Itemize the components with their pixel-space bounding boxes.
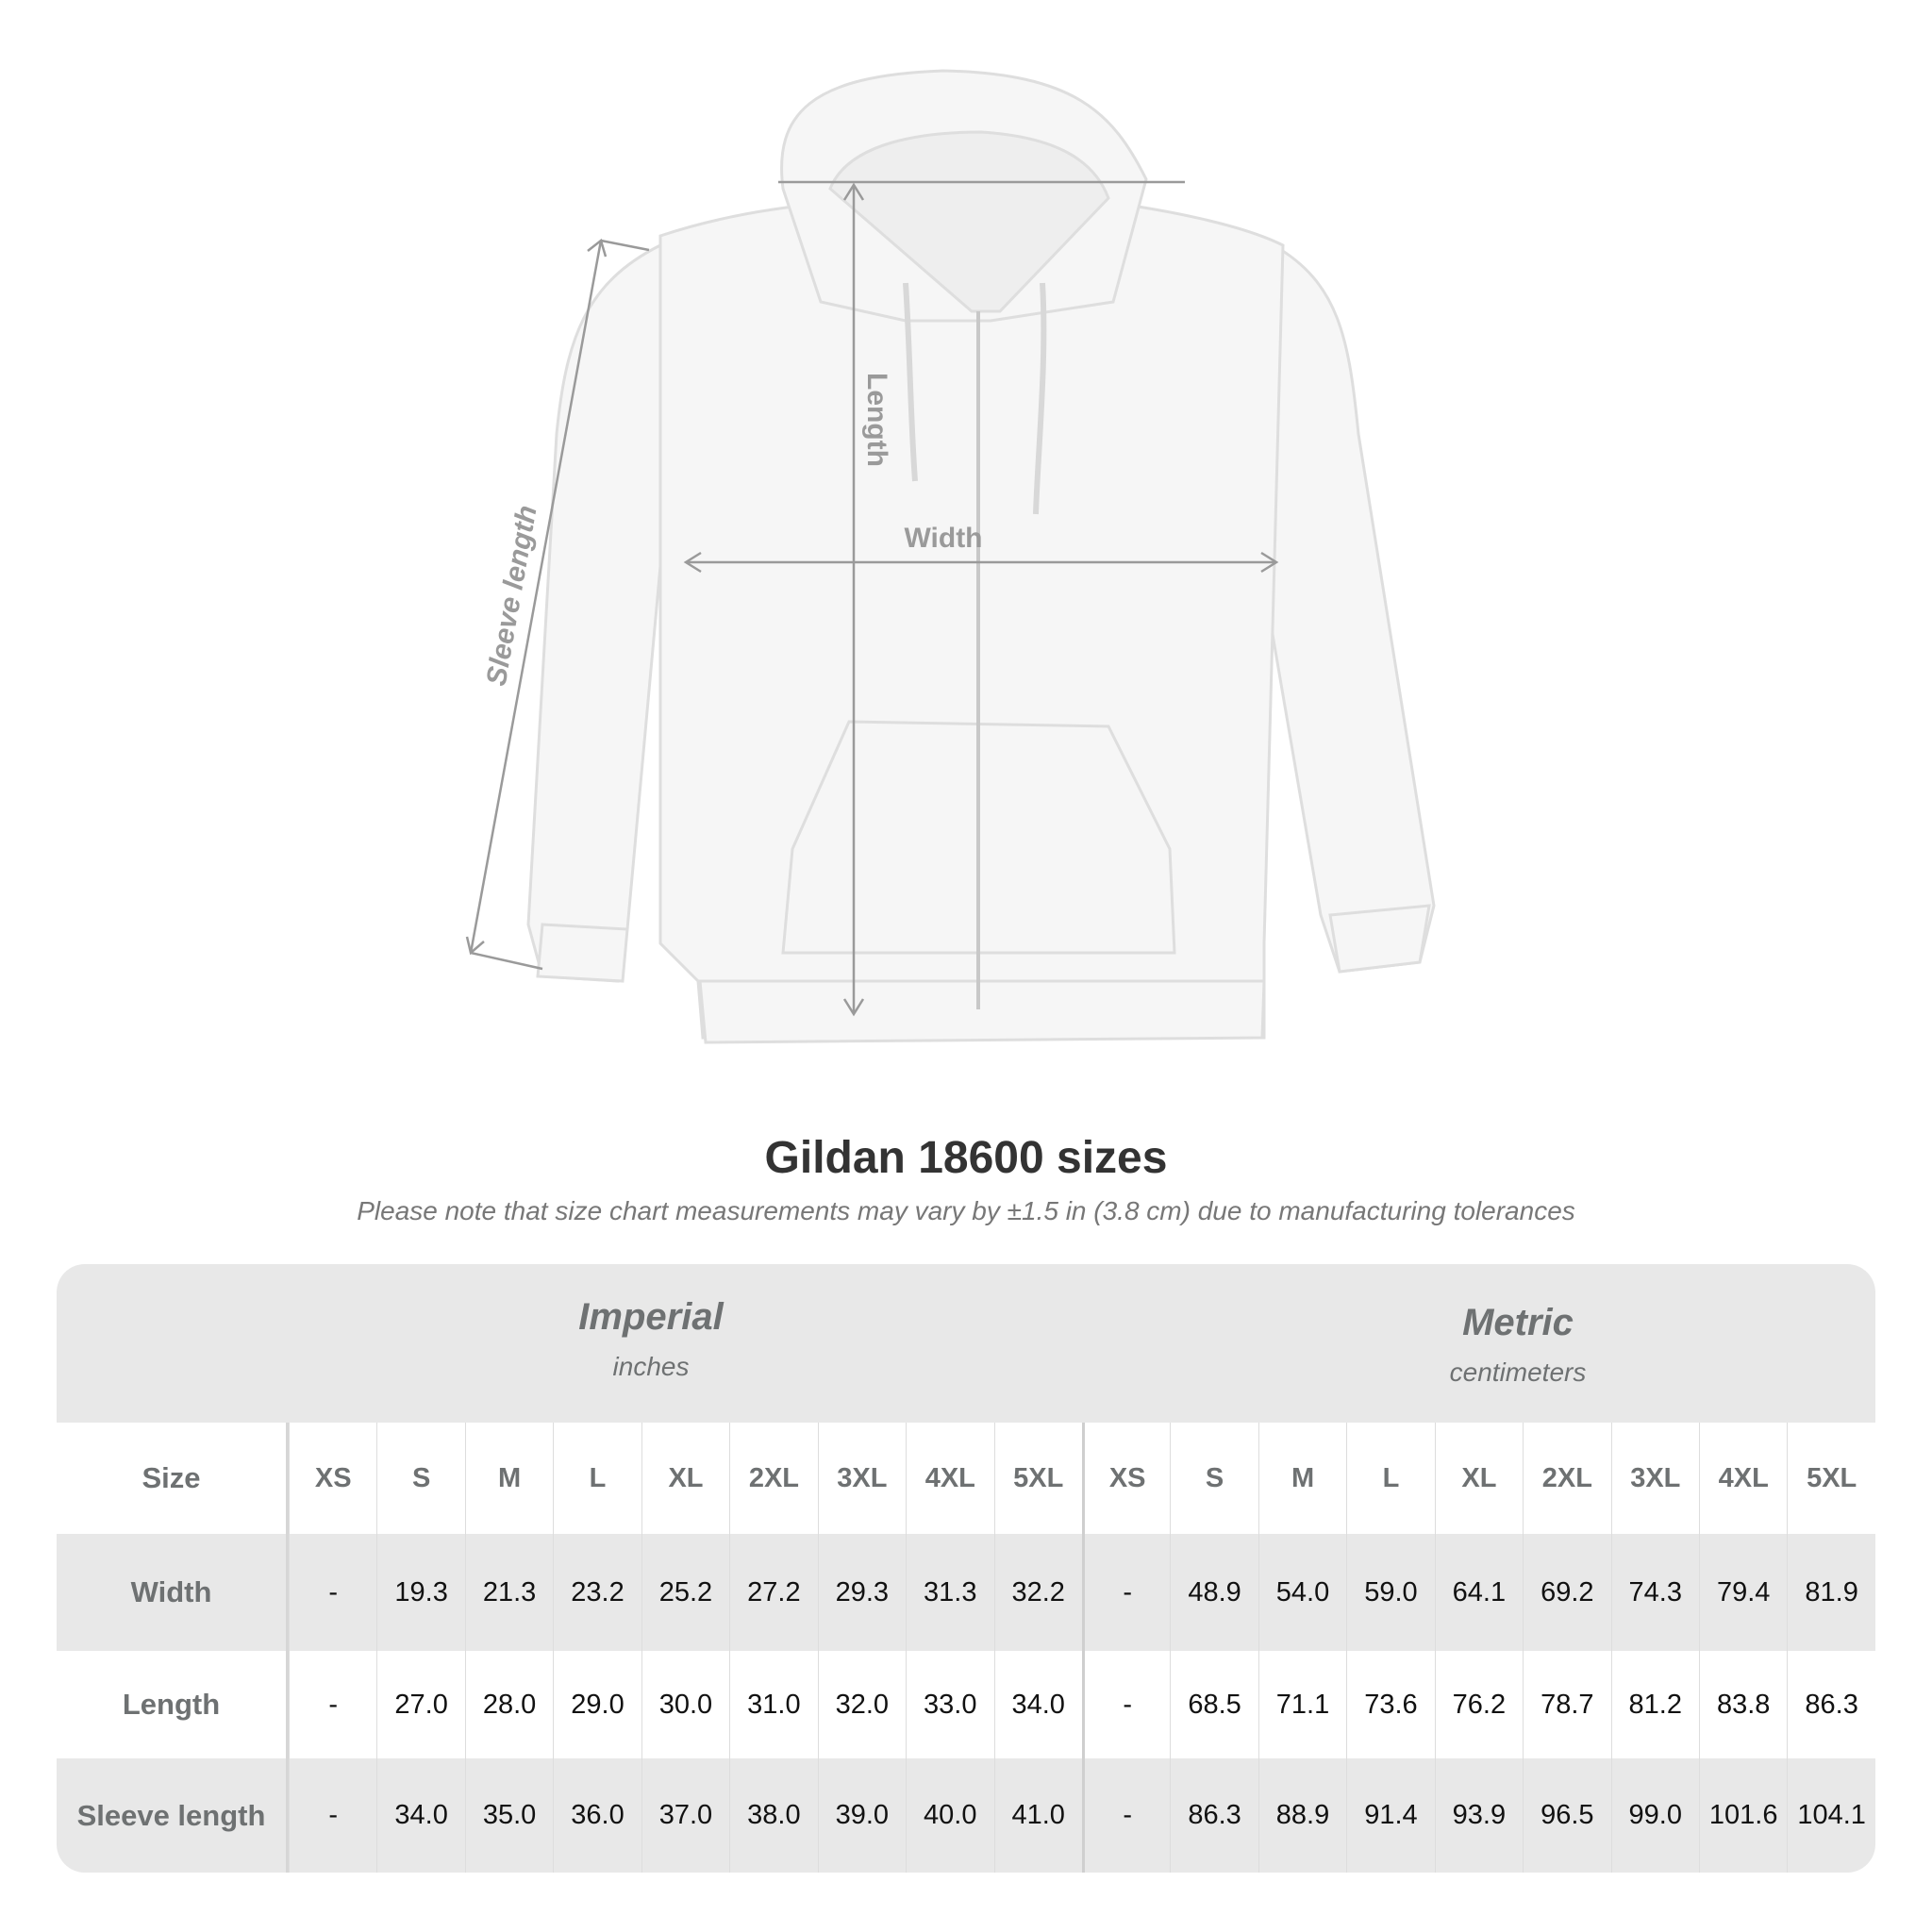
imperial-value-cell: 21.3 (464, 1534, 553, 1651)
imperial-unit: inches (612, 1352, 690, 1381)
metric-size-header: S (1170, 1423, 1257, 1534)
imperial-value-cell: 30.0 (641, 1651, 729, 1758)
metric-value-cell: 88.9 (1257, 1758, 1346, 1873)
metric-value-cell: 104.1 (1787, 1758, 1874, 1873)
width-label: Width (904, 523, 982, 554)
metric-value-cell: 86.3 (1170, 1758, 1257, 1873)
metric-size-header: 3XL (1610, 1423, 1699, 1534)
imperial-value-cell: - (289, 1534, 376, 1651)
imperial-value-cell: 27.2 (729, 1534, 817, 1651)
imperial-value-cell: 29.3 (817, 1534, 906, 1651)
imperial-value-cell: 31.3 (906, 1534, 993, 1651)
imperial-size-header: XS (289, 1423, 376, 1534)
imperial-value-cell: 34.0 (376, 1758, 464, 1873)
table-row: Length -27.0 28.0 29.0 30.0 31.0 32.0 33.0 34.0-… (57, 1651, 1875, 1758)
metric-value-cell: 69.2 (1523, 1534, 1610, 1651)
metric-value-cell: 73.6 (1346, 1651, 1434, 1758)
imperial-value-cell: 37.0 (641, 1758, 729, 1873)
imperial-value-cell: 40.0 (906, 1758, 993, 1873)
imperial-value-cell: 19.3 (376, 1534, 464, 1651)
metric-value-cell: 99.0 (1610, 1758, 1699, 1873)
imperial-value-cell: 25.2 (641, 1534, 729, 1651)
metric-value-cell: 81.9 (1787, 1534, 1874, 1651)
imperial-size-header: S (376, 1423, 464, 1534)
metric-value-cell: 78.7 (1523, 1651, 1610, 1758)
metric-value-cell: 54.0 (1257, 1534, 1346, 1651)
imperial-value-cell: 41.0 (993, 1758, 1082, 1873)
metric-value-cell: 76.2 (1434, 1651, 1523, 1758)
metric-title: Metric (1462, 1302, 1574, 1343)
metric-value-cell: 91.4 (1346, 1758, 1434, 1873)
metric-value-cell: 79.4 (1699, 1534, 1787, 1651)
imperial-value-cell: 32.0 (817, 1651, 906, 1758)
metric-value-cell: 74.3 (1610, 1534, 1699, 1651)
table-row: Width -19.3 21.3 23.2 25.2 27.2 29.3 31.3 32.2-4… (57, 1534, 1875, 1651)
imperial-size-header: M (464, 1423, 553, 1534)
metric-value-cell: 83.8 (1699, 1651, 1787, 1758)
metric-value-cell: 86.3 (1787, 1651, 1874, 1758)
imperial-size-header: 4XL (906, 1423, 993, 1534)
hoodie-illustration (526, 69, 1436, 1044)
metric-size-header: 2XL (1523, 1423, 1610, 1534)
imperial-value-cell: 38.0 (729, 1758, 817, 1873)
imperial-value-cell: 27.0 (376, 1651, 464, 1758)
imperial-header: Imperial inches (415, 1296, 887, 1382)
metric-header: Metric centimeters (1282, 1302, 1754, 1388)
imperial-value-cell: - (289, 1758, 376, 1873)
imperial-title: Imperial (578, 1296, 724, 1338)
imperial-value-cell: 23.2 (553, 1534, 641, 1651)
hoodie-diagram: Length Width Sleeve length (465, 69, 1436, 1044)
metric-size-header: 4XL (1699, 1423, 1787, 1534)
size-table: Imperial inches Metric centimeters Size X… (57, 1264, 1875, 1873)
imperial-value-cell: 33.0 (906, 1651, 993, 1758)
metric-size-header: 5XL (1787, 1423, 1874, 1534)
unit-header-band: Imperial inches Metric centimeters (57, 1264, 1875, 1423)
metric-size-header: XL (1434, 1423, 1523, 1534)
imperial-value-cell: 34.0 (993, 1651, 1082, 1758)
metric-value-cell: 81.2 (1610, 1651, 1699, 1758)
imperial-size-header: L (553, 1423, 641, 1534)
metric-size-header: M (1257, 1423, 1346, 1534)
imperial-value-cell: 39.0 (817, 1758, 906, 1873)
imperial-value-cell: 36.0 (553, 1758, 641, 1873)
sleeve-length-label: Sleeve length (481, 503, 543, 688)
imperial-size-header: XL (641, 1423, 729, 1534)
imperial-size-header: 5XL (993, 1423, 1082, 1534)
metric-value-cell: 101.6 (1699, 1758, 1787, 1873)
metric-value-cell: 68.5 (1170, 1651, 1257, 1758)
metric-value-cell: - (1081, 1534, 1170, 1651)
length-label: Length (861, 373, 892, 467)
imperial-value-cell: - (289, 1651, 376, 1758)
metric-value-cell: - (1081, 1651, 1170, 1758)
size-column-header: Size (57, 1423, 289, 1534)
metric-value-cell: 48.9 (1170, 1534, 1257, 1651)
imperial-value-cell: 28.0 (464, 1651, 553, 1758)
metric-value-cell: 96.5 (1523, 1758, 1610, 1873)
page-title: Gildan 18600 sizes (764, 1133, 1168, 1183)
table-header-row: Size XS S M L XL 2XL 3XL 4XL 5XL XS S M L XL 2XL 3XL 4XL 5… (57, 1423, 1875, 1534)
imperial-size-header: 2XL (729, 1423, 817, 1534)
measurement-lines (465, 180, 1279, 1017)
imperial-value-cell: 29.0 (553, 1651, 641, 1758)
metric-value-cell: 71.1 (1257, 1651, 1346, 1758)
metric-size-header: L (1346, 1423, 1434, 1534)
metric-value-cell: - (1081, 1758, 1170, 1873)
sleeve-arrow (469, 240, 603, 954)
row-label: Sleeve length (57, 1758, 289, 1873)
imperial-value-cell: 32.2 (993, 1534, 1082, 1651)
imperial-value-cell: 35.0 (464, 1758, 553, 1873)
metric-size-header: XS (1081, 1423, 1170, 1534)
tolerance-note: Please note that size chart measurements… (357, 1196, 1575, 1225)
metric-value-cell: 64.1 (1434, 1534, 1523, 1651)
imperial-size-header: 3XL (817, 1423, 906, 1534)
table-row: Sleeve length -34.0 35.0 36.0 37.0 38.0 39.0 40… (57, 1758, 1875, 1873)
metric-value-cell: 93.9 (1434, 1758, 1523, 1873)
imperial-value-cell: 31.0 (729, 1651, 817, 1758)
row-label: Width (57, 1534, 289, 1651)
metric-value-cell: 59.0 (1346, 1534, 1434, 1651)
row-label: Length (57, 1651, 289, 1758)
metric-unit: centimeters (1449, 1357, 1587, 1387)
